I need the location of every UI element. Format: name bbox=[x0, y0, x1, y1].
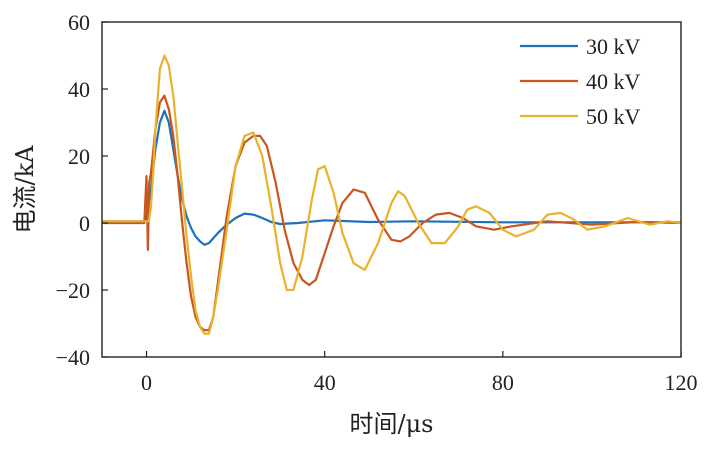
y-axis-title: 电流/kA bbox=[11, 145, 39, 234]
y-tick-label: 0 bbox=[79, 211, 90, 236]
axis-ticks: 0 40 80 120 −40 −20 0 20 40 60 bbox=[56, 10, 698, 395]
legend-label: 30 kV bbox=[586, 34, 641, 59]
series-layer bbox=[102, 54, 681, 335]
x-tick-label: 120 bbox=[665, 370, 698, 395]
legend-label: 50 kV bbox=[586, 104, 641, 129]
series-line-3 bbox=[102, 54, 681, 335]
y-tick-label: −40 bbox=[56, 345, 90, 370]
plot-frame bbox=[101, 21, 682, 358]
x-tick-label: 80 bbox=[492, 370, 514, 395]
y-tick-label: 40 bbox=[68, 77, 90, 102]
x-axis-title: 时间/μs bbox=[350, 410, 434, 438]
y-tick-label: −20 bbox=[56, 278, 90, 303]
x-tick-label: 40 bbox=[314, 370, 336, 395]
y-tick-label: 60 bbox=[68, 10, 90, 35]
legend: 30 kV 40 kV 50 kV bbox=[520, 34, 641, 129]
y-tick-label: 20 bbox=[68, 144, 90, 169]
series-line-1 bbox=[102, 109, 681, 246]
x-tick-label: 0 bbox=[141, 370, 152, 395]
series-line-2 bbox=[102, 94, 681, 332]
legend-label: 40 kV bbox=[586, 69, 641, 94]
